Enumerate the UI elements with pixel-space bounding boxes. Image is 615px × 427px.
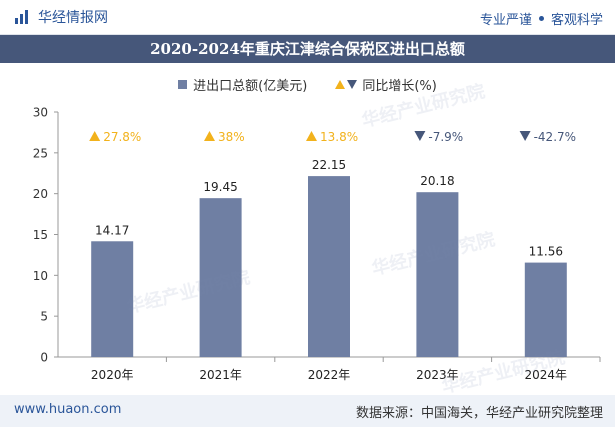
x-tick-label: 2023年 bbox=[416, 368, 459, 382]
growth-down-triangle-icon bbox=[519, 131, 531, 141]
y-tick-label: 10 bbox=[33, 269, 48, 283]
header-tags: 专业严谨 客观科学 bbox=[480, 9, 603, 28]
bar-value-label: 11.56 bbox=[529, 245, 563, 259]
bar bbox=[416, 192, 459, 357]
growth-up-triangle-icon bbox=[306, 131, 317, 141]
y-tick-label: 0 bbox=[40, 351, 48, 365]
tag-objective: 客观科学 bbox=[550, 13, 603, 28]
triangle-down-icon bbox=[347, 79, 358, 89]
y-tick-label: 25 bbox=[33, 146, 48, 160]
y-tick-label: 20 bbox=[33, 187, 48, 201]
footer-url-link[interactable]: www.huaon.com bbox=[14, 402, 122, 417]
legend-bar-swatch bbox=[178, 79, 188, 89]
legend-label-total: 进出口总额(亿美元) bbox=[193, 78, 308, 94]
footer: www.huaon.com 数据来源：中国海关，华经产业研究院整理 bbox=[0, 395, 615, 427]
chart-legend: 进出口总额(亿美元) 同比增长(%) bbox=[0, 74, 615, 94]
growth-rate-label: 27.8% bbox=[103, 130, 141, 144]
growth-up-triangle-icon bbox=[89, 131, 101, 141]
growth-rate-label: 38% bbox=[218, 130, 245, 144]
bar-value-label: 19.45 bbox=[203, 180, 237, 194]
tag-separator-dot bbox=[538, 16, 544, 21]
bar bbox=[199, 198, 242, 357]
bar bbox=[91, 241, 134, 357]
x-tick-label: 2022年 bbox=[308, 368, 351, 382]
bar bbox=[308, 176, 350, 357]
bar-chart-logo-icon bbox=[15, 10, 28, 24]
y-tick-label: 15 bbox=[33, 228, 48, 242]
bar bbox=[524, 262, 567, 357]
x-tick-label: 2024年 bbox=[525, 368, 568, 382]
bar-value-label: 14.17 bbox=[95, 223, 129, 237]
growth-up-triangle-icon bbox=[204, 131, 215, 141]
triangle-up-icon bbox=[335, 79, 346, 89]
top-header-bar: 华经情报网 专业严谨 客观科学 bbox=[0, 0, 615, 35]
y-tick-label: 5 bbox=[40, 310, 48, 324]
x-tick-label: 2021年 bbox=[199, 368, 242, 382]
bar-value-label: 22.15 bbox=[312, 158, 346, 172]
brand[interactable]: 华经情报网 bbox=[14, 8, 108, 26]
bar-value-label: 20.18 bbox=[420, 174, 454, 188]
legend-label-growth: 同比增长(%) bbox=[362, 78, 437, 94]
growth-rate-label: -7.9% bbox=[428, 130, 463, 144]
growth-rate-label: -42.7% bbox=[534, 130, 576, 144]
growth-down-triangle-icon bbox=[414, 131, 426, 141]
legend-item-total[interactable]: 进出口总额(亿美元) bbox=[178, 75, 307, 94]
y-tick-label: 30 bbox=[33, 106, 48, 120]
footer-source: 数据来源：中国海关，华经产业研究院整理 bbox=[355, 406, 603, 421]
x-tick-label: 2020年 bbox=[91, 368, 134, 382]
tag-professional: 专业严谨 bbox=[479, 13, 532, 28]
brand-name: 华经情报网 bbox=[38, 10, 108, 26]
growth-rate-label: 13.8% bbox=[320, 130, 358, 144]
chart-title: 2020-2024年重庆江津综合保税区进出口总额 bbox=[0, 35, 615, 63]
legend-item-growth[interactable]: 同比增长(%) bbox=[335, 75, 437, 94]
